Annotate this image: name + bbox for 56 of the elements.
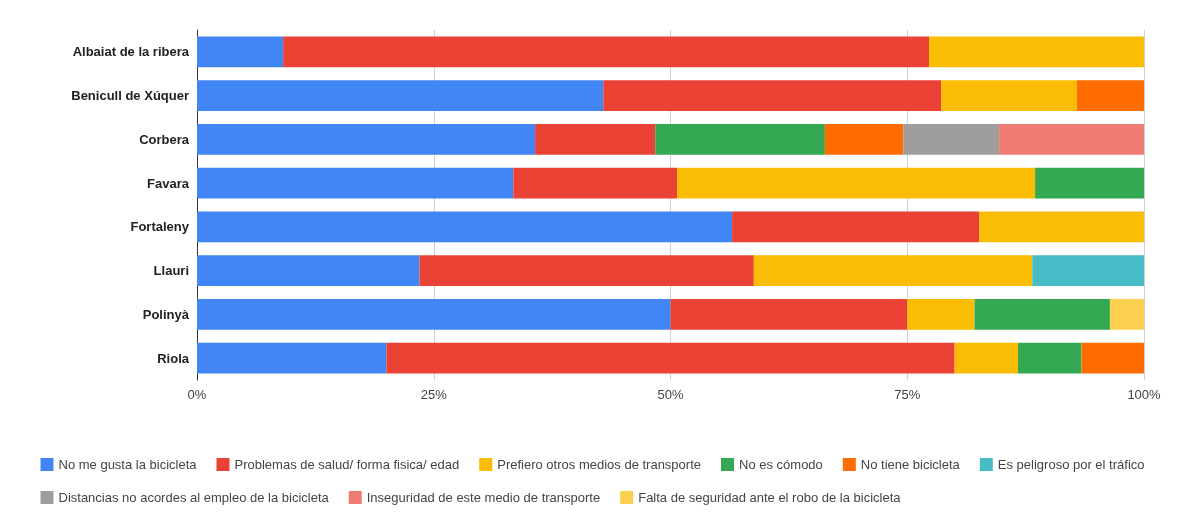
bar: [903, 124, 1000, 155]
bar: [197, 80, 604, 111]
x-tick-label: 100%: [1127, 387, 1162, 402]
bar: [732, 211, 980, 243]
y-tick-label: Riola: [157, 350, 190, 366]
bar: [824, 124, 904, 155]
bar: [419, 255, 754, 286]
bar: [1018, 342, 1082, 374]
legend-label: Inseguridad de este medio de transporte: [366, 490, 601, 505]
bar: [941, 80, 1077, 111]
bar: [929, 36, 1144, 68]
y-tick-label: Corbera: [139, 131, 190, 147]
y-tick-label: Llauri: [153, 263, 189, 279]
legend-label: Falta de seguridad ante el robo de la bicicleta: [638, 490, 902, 505]
bar: [1076, 80, 1144, 111]
y-tick-label: Favara: [147, 175, 190, 191]
bar: [974, 299, 1110, 330]
y-tick-label: Albaiat de la ribera: [72, 44, 190, 60]
x-tick-label: 75%: [894, 387, 921, 402]
bar: [197, 36, 284, 68]
bar: [1081, 342, 1144, 374]
legend-label: Prefiero otros medios de transporte: [497, 457, 702, 472]
bar: [535, 124, 656, 155]
y-tick-label: Fortaleny: [130, 219, 190, 235]
bar: [907, 299, 975, 330]
bar: [197, 124, 536, 155]
bar: [197, 299, 671, 330]
y-tick-label: Polinyà: [142, 306, 190, 322]
bar: [513, 167, 678, 199]
x-tick-label: 50%: [657, 387, 684, 402]
bar: [197, 255, 420, 286]
legend-label: No es cómodo: [739, 457, 823, 472]
legend-label: Problemas de salud/ forma fisica/ edad: [234, 457, 460, 472]
bar: [197, 211, 733, 243]
bar: [1035, 167, 1144, 199]
x-tick-label: 25%: [420, 387, 448, 402]
bar: [979, 211, 1144, 243]
bar: [1032, 255, 1144, 286]
bar: [999, 124, 1144, 155]
bar: [603, 80, 942, 111]
bar: [197, 167, 514, 199]
bar: [655, 124, 825, 155]
bar: [753, 255, 1033, 286]
bar: [283, 36, 930, 68]
bar: [677, 167, 1036, 199]
legend-label: No me gusta la bicicleta: [58, 457, 198, 472]
y-tick-label: Benicull de Xúquer: [71, 88, 189, 104]
bar: [386, 342, 955, 374]
bar: [197, 342, 387, 374]
x-tick-label: 0%: [187, 387, 207, 402]
legend-label: Es peligroso por el tráfico: [997, 457, 1145, 472]
bar: [1109, 299, 1144, 330]
bar: [954, 342, 1019, 374]
legend-label: Distancias no acordes al empleo de la bicicleta: [58, 490, 330, 505]
legend-label: No tiene bicicleta: [860, 457, 961, 472]
bar: [670, 299, 908, 330]
